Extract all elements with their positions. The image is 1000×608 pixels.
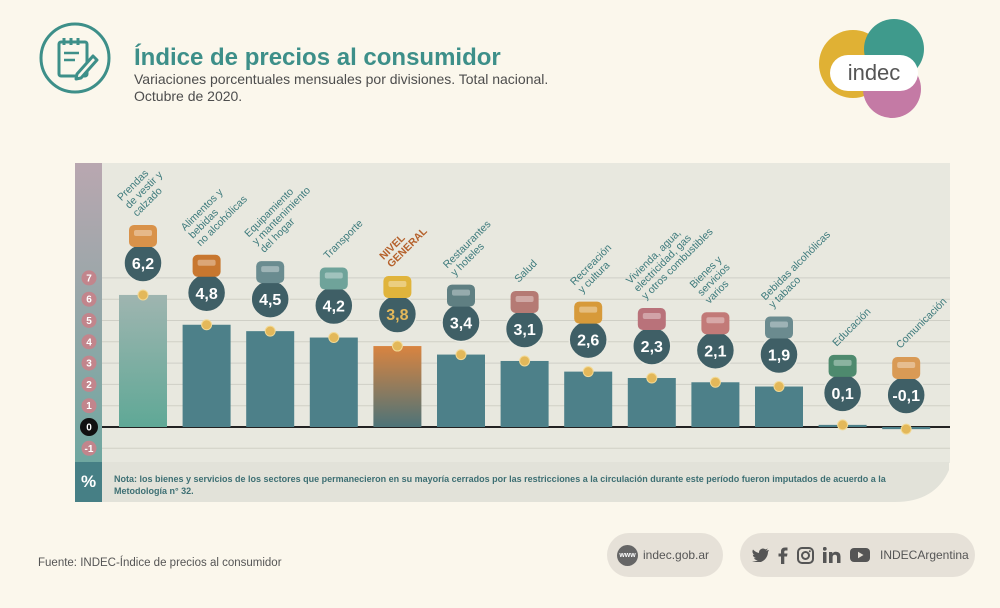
roast-chicken-icon bbox=[192, 254, 221, 277]
y-tick-label: 3 bbox=[86, 359, 92, 370]
y-tick-badge bbox=[81, 398, 97, 414]
y-tick-label: -1 bbox=[85, 444, 94, 455]
value-label: 3,1 bbox=[513, 322, 535, 339]
bar bbox=[627, 378, 676, 427]
website-url: indec.gob.ar bbox=[643, 548, 710, 562]
note-background bbox=[75, 462, 949, 502]
bar bbox=[691, 382, 740, 427]
y-tick-label: 7 bbox=[86, 273, 92, 284]
y-tick-badge bbox=[81, 270, 97, 286]
source-text: Fuente: INDEC-Índice de precios al consu… bbox=[38, 557, 282, 569]
bottle-icon bbox=[765, 316, 793, 339]
y-tick-label: 5 bbox=[86, 316, 92, 327]
value-label: 4,8 bbox=[195, 286, 217, 303]
value-label: 3,8 bbox=[386, 307, 408, 324]
bar bbox=[564, 371, 613, 427]
methodology-note: Nota: los bienes y servicios de los sect… bbox=[114, 474, 886, 496]
bar-marker bbox=[137, 289, 149, 301]
social-handle: INDECArgentina bbox=[880, 548, 969, 562]
car-icon bbox=[319, 267, 348, 290]
y-tick-badge bbox=[81, 334, 97, 350]
bar bbox=[373, 346, 422, 427]
bar-marker bbox=[709, 376, 721, 388]
bar-marker bbox=[837, 419, 849, 431]
percent-symbol: % bbox=[75, 462, 102, 502]
medical-kit-icon bbox=[510, 290, 539, 313]
subtitle-line: Octubre de 2020. bbox=[134, 88, 243, 104]
bar-marker bbox=[900, 423, 912, 435]
value-label: 3,4 bbox=[450, 316, 472, 333]
restaurant-icon bbox=[447, 284, 475, 307]
y-tick-label: 6 bbox=[86, 295, 92, 306]
y-tick-badge bbox=[81, 355, 97, 371]
instagram-icon[interactable] bbox=[797, 546, 814, 564]
comb-scissors-icon bbox=[701, 312, 730, 335]
value-label: 2,6 bbox=[577, 333, 599, 350]
bar-marker bbox=[646, 372, 658, 384]
y-tick-badge bbox=[80, 418, 98, 436]
bar-marker bbox=[328, 332, 340, 344]
bar-marker bbox=[582, 366, 594, 378]
y-tick-label: 0 bbox=[86, 423, 92, 434]
y-tick-label: 4 bbox=[86, 337, 92, 348]
value-label: 6,2 bbox=[132, 256, 154, 273]
lightbulb-icon bbox=[637, 308, 666, 331]
bar-marker bbox=[264, 325, 276, 337]
washing-machine-icon bbox=[256, 261, 285, 284]
y-axis-strip bbox=[75, 163, 102, 463]
y-tick-badge bbox=[81, 440, 97, 456]
logo-text: indec bbox=[848, 60, 901, 85]
theater-icon bbox=[574, 301, 603, 324]
bar bbox=[309, 337, 358, 427]
bar-marker bbox=[455, 349, 467, 361]
bar-marker bbox=[201, 319, 213, 331]
shirt-icon bbox=[129, 224, 157, 247]
bar-marker bbox=[391, 340, 403, 352]
y-tick-badge bbox=[81, 313, 97, 328]
subtitle-line: Variaciones porcentuales mensuales por d… bbox=[134, 71, 549, 87]
category-label: Vivienda, agua,electricidad, gasy otros … bbox=[624, 210, 716, 302]
linkedin-icon[interactable] bbox=[823, 547, 841, 563]
page-title: Índice de precios al consumidor bbox=[134, 44, 501, 71]
notepad-pencil-icon bbox=[39, 22, 111, 94]
y-tick-label: 2 bbox=[86, 380, 92, 391]
value-label: 4,5 bbox=[259, 292, 281, 309]
value-label: -0,1 bbox=[892, 388, 920, 405]
value-label: 4,2 bbox=[323, 299, 345, 316]
value-label: 0,1 bbox=[831, 386, 853, 403]
page-subtitle: Variaciones porcentuales mensuales por d… bbox=[134, 71, 548, 105]
indec-logo: indec bbox=[819, 19, 924, 118]
facebook-icon[interactable] bbox=[778, 547, 788, 564]
value-label: 2,3 bbox=[641, 339, 663, 356]
bar bbox=[246, 331, 295, 427]
twitter-icon[interactable] bbox=[752, 548, 769, 562]
www-icon: www bbox=[617, 544, 638, 566]
value-label: 1,9 bbox=[768, 348, 790, 365]
bar bbox=[182, 324, 231, 427]
y-tick-badge bbox=[81, 291, 97, 307]
social-links[interactable]: INDECArgentina bbox=[740, 533, 975, 577]
book-icon bbox=[828, 354, 857, 377]
y-tick-badge bbox=[81, 376, 97, 392]
bar bbox=[119, 294, 167, 427]
shopping-basket-icon bbox=[383, 276, 412, 299]
bar bbox=[500, 360, 549, 427]
phone-icon bbox=[892, 357, 921, 379]
bar bbox=[755, 386, 803, 427]
bar bbox=[437, 354, 485, 427]
value-label: 2,1 bbox=[704, 343, 726, 360]
bar-marker bbox=[519, 355, 531, 367]
bar-marker bbox=[773, 381, 785, 393]
youtube-icon[interactable] bbox=[850, 548, 870, 562]
y-tick-label: 1 bbox=[86, 401, 92, 412]
website-link[interactable]: www indec.gob.ar bbox=[607, 533, 723, 577]
